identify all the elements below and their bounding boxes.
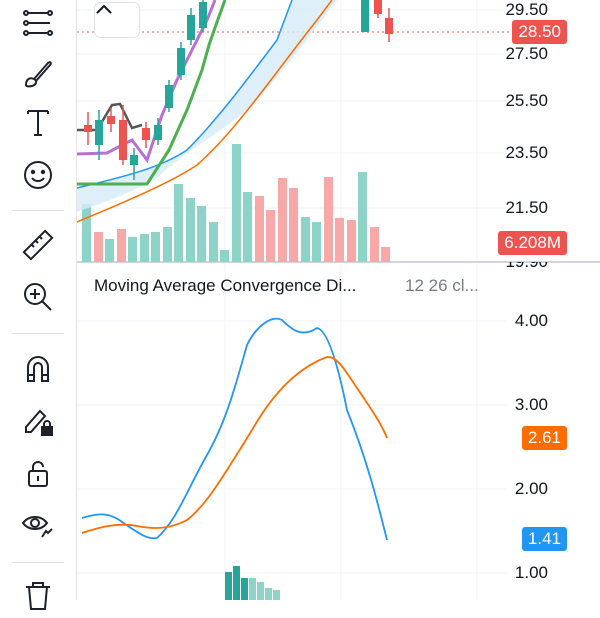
volume-bar	[266, 210, 275, 262]
volume-bar	[312, 222, 321, 262]
toolbar-divider	[12, 210, 64, 211]
volume-bar	[82, 204, 91, 262]
lock-all-icon[interactable]	[12, 450, 64, 496]
trash-icon[interactable]	[12, 572, 64, 618]
candle-body	[130, 155, 138, 165]
chevron-up-icon	[96, 4, 112, 14]
drawing-toolbar	[0, 0, 77, 610]
lock-drawing-icon[interactable]	[12, 398, 64, 444]
volume-bar	[94, 232, 103, 262]
volume-bar	[220, 250, 229, 262]
macd-axis-label: 3.00	[514, 395, 548, 414]
volume-bar	[347, 220, 356, 262]
volume-bar	[128, 237, 137, 262]
volume-bar	[381, 247, 390, 262]
price-axis-label: 23.50	[505, 143, 548, 162]
price-axis-label-partial: 19.90	[505, 252, 548, 271]
macd-histogram-bar	[273, 590, 280, 600]
ma-line-orange	[77, 0, 333, 223]
macd-line	[81, 317, 388, 541]
price-axis-label: 29.50	[505, 0, 548, 19]
zoom-in-icon[interactable]	[12, 274, 64, 320]
hide-drawings-icon[interactable]	[12, 502, 64, 548]
candle-body	[361, 0, 369, 32]
candle-body	[165, 85, 173, 108]
volume-badge: 6.208M	[498, 231, 567, 255]
text-icon[interactable]	[12, 100, 64, 146]
candle-body	[374, 0, 382, 14]
ruler-icon[interactable]	[12, 222, 64, 268]
candle-body	[107, 116, 115, 124]
volume-bar	[324, 177, 333, 262]
collapse-button[interactable]	[94, 2, 140, 38]
macd-axis-label: 2.00	[514, 479, 548, 498]
volume-bar	[335, 218, 344, 262]
candle-body	[142, 128, 150, 140]
brush-icon[interactable]	[12, 50, 64, 96]
indicator-title[interactable]: Moving Average Convergence Di...	[94, 276, 357, 295]
candle-body	[177, 48, 185, 75]
volume-bar	[174, 184, 183, 262]
macd-histogram-bar	[257, 582, 264, 600]
volume-bar	[370, 227, 379, 262]
price-axis-label: 27.50	[505, 44, 548, 63]
toolbar-divider	[12, 562, 64, 563]
candle-body	[84, 125, 92, 132]
current-price-badge: 28.50	[512, 20, 567, 44]
macd-histogram-bar	[241, 578, 248, 600]
candle-body	[385, 18, 393, 34]
toolbar-divider	[12, 333, 64, 334]
signal-line	[81, 356, 388, 534]
macd-histogram-bar	[233, 566, 240, 600]
magnet-icon[interactable]	[12, 346, 64, 392]
macd-histogram-bar	[249, 578, 256, 600]
candle-body	[119, 120, 127, 160]
indicator-params[interactable]: 12 26 cl...	[405, 276, 479, 295]
volume-bar	[117, 229, 126, 262]
volume-bar	[209, 222, 218, 262]
macd-histogram-bar	[225, 572, 232, 600]
volume-bar	[151, 232, 160, 262]
candle-body	[187, 15, 195, 40]
emoji-icon[interactable]	[12, 152, 64, 198]
volume-bar	[278, 178, 287, 262]
volume-bar	[186, 198, 195, 262]
macd-axis-label: 1.00	[514, 563, 548, 582]
volume-bar	[301, 217, 310, 262]
ma-line-dark	[77, 102, 143, 132]
ma-line-green	[77, 0, 227, 186]
volume-bar	[232, 144, 241, 262]
ma-line-purple	[77, 0, 217, 164]
candle-body	[154, 125, 162, 140]
volume-bar	[255, 196, 264, 262]
macd-histogram-bar	[265, 588, 272, 600]
macd-value-badge: 1.41	[521, 527, 567, 551]
candle-body	[199, 2, 207, 28]
trend-lines-icon[interactable]	[12, 0, 64, 46]
macd-axis-label: 4.00	[514, 311, 548, 330]
volume-bar	[140, 234, 149, 262]
chart-area[interactable]: 29.50 27.50 25.50 23.50 21.50 19.90 28.5…	[77, 0, 600, 600]
volume-bar	[105, 239, 114, 262]
volume-bar	[197, 206, 206, 262]
volume-bar	[289, 188, 298, 262]
ma-line-blue	[77, 0, 293, 189]
chart-canvas[interactable]	[77, 0, 600, 600]
price-axis-label: 21.50	[505, 198, 548, 217]
volume-bar	[243, 192, 252, 262]
candle-body	[95, 120, 103, 145]
volume-bar	[358, 172, 367, 262]
price-axis-label: 25.50	[505, 91, 548, 110]
volume-bar	[163, 227, 172, 262]
ma-band	[77, 0, 337, 212]
signal-value-badge: 2.61	[521, 426, 567, 450]
